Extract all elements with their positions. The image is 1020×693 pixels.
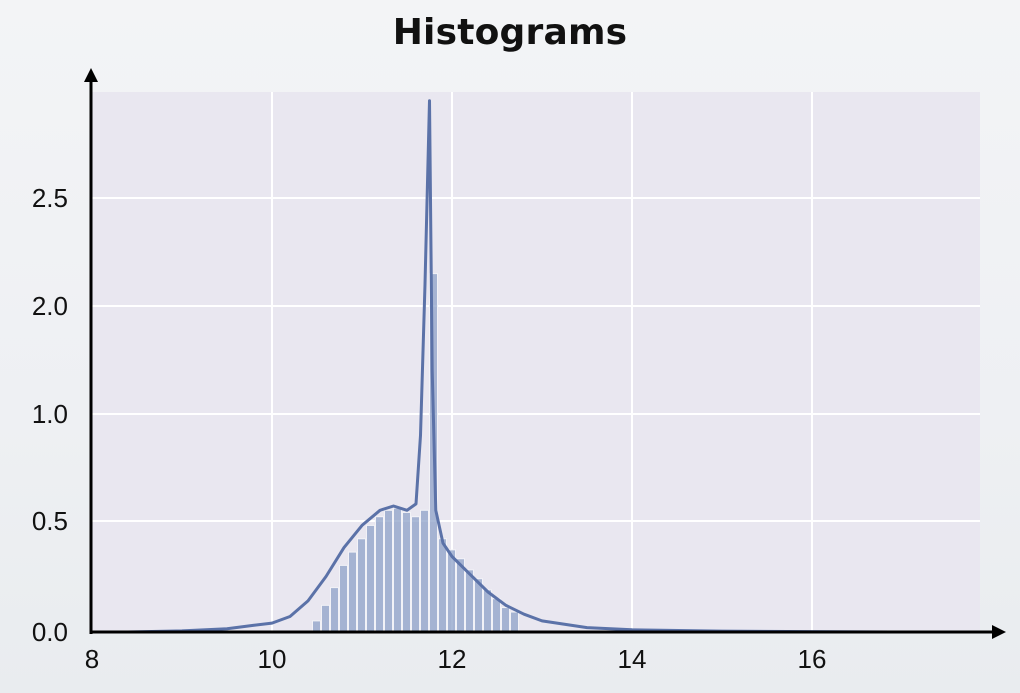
density-curve — [127, 99, 903, 634]
histogram-bar — [492, 598, 501, 633]
histogram-bar — [339, 564, 348, 633]
x-tick-label: 14 — [618, 644, 647, 674]
histogram-bar — [375, 516, 384, 633]
histogram-bar — [348, 551, 357, 633]
y-tick-label: 2.0 — [32, 291, 68, 321]
y-tick-label: 1.0 — [32, 399, 68, 429]
histogram-bar — [357, 538, 366, 633]
y-tick-label: 2.5 — [32, 183, 68, 213]
histogram-bar — [384, 509, 393, 633]
x-tick-label: 12 — [438, 644, 467, 674]
kde-line — [127, 99, 903, 634]
histogram-bar — [330, 587, 339, 633]
histogram-bar — [438, 538, 447, 633]
histogram-bar — [366, 524, 375, 633]
histogram-bar — [465, 569, 474, 633]
x-tick-labels: 8 10 12 14 16 — [85, 644, 827, 674]
histogram-bar — [447, 549, 456, 633]
chart-title: Histograms — [392, 12, 628, 53]
x-axis-arrow-icon — [992, 625, 1006, 639]
x-tick-label: 8 — [85, 644, 99, 674]
x-tick-label: 10 — [258, 644, 287, 674]
histogram-bar — [510, 611, 519, 633]
plot-area — [92, 92, 980, 632]
histogram-bar — [312, 620, 321, 633]
histogram-bar — [420, 509, 429, 633]
histogram-bar — [321, 604, 330, 633]
axes — [84, 68, 1006, 639]
histogram-bar — [483, 589, 492, 633]
y-axis-arrow-icon — [84, 68, 98, 82]
histogram-bar — [393, 507, 402, 633]
x-tick-label: 16 — [798, 644, 827, 674]
histogram-bar — [411, 516, 420, 633]
histogram-bar — [501, 607, 510, 633]
y-tick-label: 0.0 — [32, 617, 68, 647]
grid-lines — [92, 92, 980, 632]
y-tick-labels: 0.0 0.5 1.0 2.0 2.5 — [32, 183, 68, 647]
y-tick-label: 0.5 — [32, 506, 68, 536]
histogram-bar — [402, 511, 411, 633]
